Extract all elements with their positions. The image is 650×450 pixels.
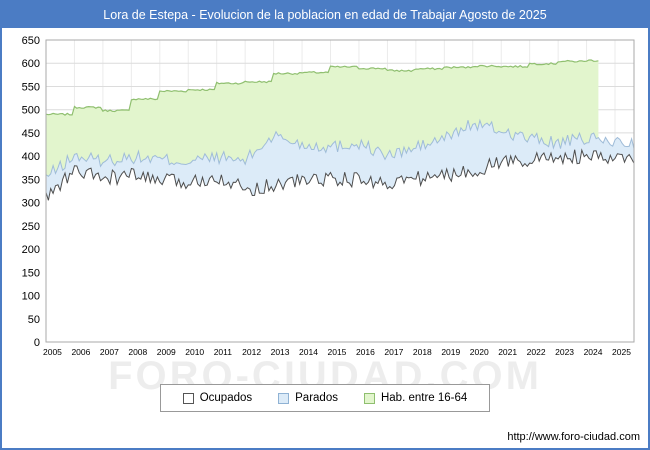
svg-text:2020: 2020 (470, 347, 489, 357)
svg-text:2022: 2022 (527, 347, 546, 357)
legend-item-ocupados: Ocupados (182, 392, 253, 404)
svg-text:2008: 2008 (128, 347, 147, 357)
svg-text:0: 0 (34, 337, 40, 349)
svg-text:2014: 2014 (299, 347, 318, 357)
svg-text:600: 600 (22, 58, 40, 70)
ocupados-swatch (182, 392, 194, 404)
svg-text:200: 200 (22, 244, 40, 256)
parados-swatch (278, 392, 290, 404)
svg-text:550: 550 (22, 81, 40, 93)
svg-text:2011: 2011 (214, 347, 233, 357)
legend-item-parados: Parados (278, 392, 338, 404)
source-url: http://www.foro-ciudad.com (507, 431, 640, 443)
svg-text:2009: 2009 (157, 347, 176, 357)
svg-text:150: 150 (22, 267, 40, 279)
svg-text:2005: 2005 (43, 347, 62, 357)
svg-text:300: 300 (22, 198, 40, 210)
svg-text:2018: 2018 (413, 347, 432, 357)
svg-text:2010: 2010 (185, 347, 204, 357)
legend-box: Ocupados Parados Hab. entre 16-64 (159, 384, 491, 412)
svg-text:2013: 2013 (271, 347, 290, 357)
legend-label-parados: Parados (295, 392, 338, 404)
svg-text:500: 500 (22, 105, 40, 117)
svg-text:2017: 2017 (384, 347, 403, 357)
legend-label-ocupados: Ocupados (199, 392, 253, 404)
svg-text:2025: 2025 (612, 347, 631, 357)
svg-text:2019: 2019 (441, 347, 460, 357)
svg-text:2015: 2015 (328, 347, 347, 357)
legend: Ocupados Parados Hab. entre 16-64 (2, 384, 648, 412)
svg-text:2024: 2024 (584, 347, 603, 357)
svg-text:2016: 2016 (356, 347, 375, 357)
svg-text:450: 450 (22, 128, 40, 140)
svg-text:400: 400 (22, 151, 40, 163)
svg-text:350: 350 (22, 174, 40, 186)
svg-text:2023: 2023 (555, 347, 574, 357)
svg-text:50: 50 (28, 314, 40, 326)
svg-text:250: 250 (22, 221, 40, 233)
svg-text:100: 100 (22, 291, 40, 303)
svg-text:650: 650 (22, 35, 40, 47)
svg-text:2006: 2006 (71, 347, 90, 357)
legend-label-hab-16-64: Hab. entre 16-64 (380, 392, 468, 404)
svg-text:2012: 2012 (242, 347, 261, 357)
legend-item-hab-16-64: Hab. entre 16-64 (363, 392, 468, 404)
chart-title: Lora de Estepa - Evolucion de la poblaci… (2, 2, 648, 28)
hab-16-64-swatch (363, 392, 375, 404)
population-area-chart: 0 50 100 150 200 250 300 350 400 450 500 550 600 650 2… (22, 35, 635, 357)
svg-text:2021: 2021 (498, 347, 517, 357)
svg-text:2007: 2007 (100, 347, 119, 357)
